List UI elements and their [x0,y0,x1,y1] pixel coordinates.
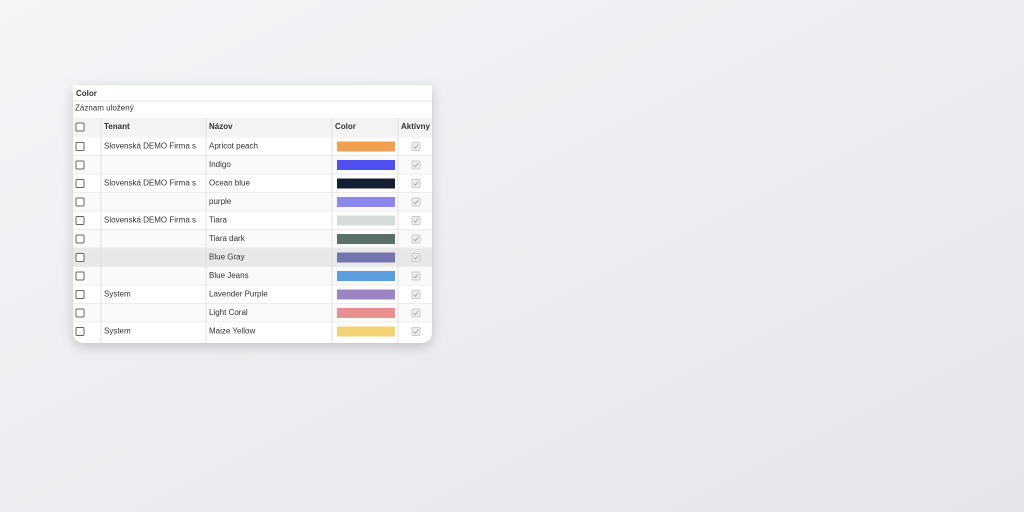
name-cell: Ocean blue [209,179,250,188]
table-header [73,118,432,136]
tenant-cell: System [104,327,131,336]
checkbox[interactable] [75,290,85,299]
checkbox[interactable] [75,160,85,170]
checkbox[interactable] [411,160,421,170]
checkbox[interactable] [75,253,85,262]
checkmark [413,144,419,150]
name-cell: Blue Jeans [209,271,249,280]
checkmark [413,236,419,242]
color-swatch [337,234,395,244]
color-swatch [337,215,395,226]
color-swatch [337,160,395,170]
color-swatch [337,271,395,281]
checkmark [413,162,419,168]
checkbox[interactable] [411,142,421,151]
name-cell: Blue Gray [209,253,245,262]
checkbox[interactable] [75,234,85,244]
checkbox[interactable] [411,197,421,207]
status-message: Záznam uložený [75,104,134,113]
checkbox[interactable] [75,308,85,318]
name-cell: Tiara [209,216,227,225]
checkmark [413,218,419,224]
color-swatch [337,289,395,300]
checkbox[interactable] [411,271,421,281]
color-swatch [337,141,395,152]
checkbox[interactable] [411,179,421,188]
column-header[interactable]: Názov [209,122,233,131]
name-cell: purple [209,197,232,206]
column-header[interactable]: Color [335,122,356,131]
color-swatch [337,197,395,207]
checkmark [413,181,419,187]
color-swatch [337,326,395,337]
checkbox[interactable] [75,197,85,207]
checkbox[interactable] [411,216,421,225]
color-swatch [337,308,395,318]
checkbox[interactable] [75,142,85,151]
tenant-cell: Slovenská DEMO Firma s [104,142,196,151]
column-header[interactable]: Aktívny [401,122,430,131]
checkbox[interactable] [411,308,421,318]
checkbox[interactable] [75,271,85,281]
tenant-cell: Slovenská DEMO Firma s [104,179,196,188]
name-cell: Indigo [209,160,231,169]
checkbox[interactable] [75,327,85,336]
checkmark [413,329,419,335]
tenant-cell: System [104,290,131,299]
checkmark [413,273,419,279]
checkbox[interactable] [75,122,85,132]
tenant-cell: Slovenská DEMO Firma s [104,216,196,225]
checkbox[interactable] [75,216,85,225]
name-cell: Apricot peach [209,142,258,151]
checkmark [413,199,419,205]
checkmark [413,292,419,298]
checkbox[interactable] [411,290,421,299]
name-cell: Maize Yellow [209,327,255,336]
checkbox[interactable] [411,253,421,262]
color-swatch [337,178,395,189]
window-title: Color [76,89,97,98]
name-cell: Lavender Purple [209,290,268,299]
color-window: Color Záznam uložený Tenant Názov Color Aktív… [73,85,432,343]
checkbox[interactable] [75,179,85,188]
checkmark [413,255,419,261]
checkbox[interactable] [411,234,421,244]
name-cell: Tiara dark [209,234,246,243]
checkbox[interactable] [411,327,421,336]
checkmark [413,310,419,316]
name-cell: Light Coral [209,308,248,317]
color-swatch [337,252,395,263]
column-header[interactable]: Tenant [104,122,130,131]
